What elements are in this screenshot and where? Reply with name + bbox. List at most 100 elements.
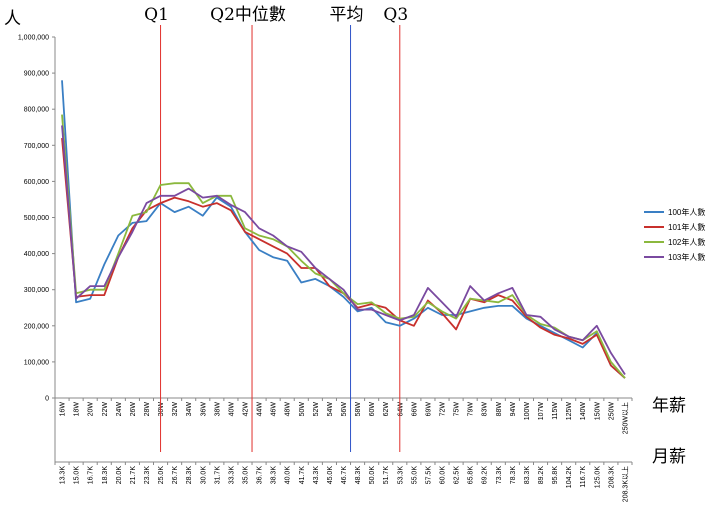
x-tick-label-monthly: 95.8K xyxy=(552,466,559,485)
x-tick-label-monthly: 104.2K xyxy=(566,466,573,489)
legend-label: 102年人數 xyxy=(668,237,705,247)
x-tick-label-monthly: 41.7K xyxy=(299,466,306,485)
y-tick-label: 200,000 xyxy=(24,323,49,330)
x-tick-label-monthly: 73.3K xyxy=(496,466,503,485)
x-tick-label-annual: 54W xyxy=(327,402,334,417)
x-tick-label-monthly: 46.7K xyxy=(341,466,348,485)
x-tick-label-annual: 79W xyxy=(468,402,475,417)
y-tick-label: 900,000 xyxy=(24,71,49,78)
y-tick-label: 1,000,000 xyxy=(18,35,49,42)
x-tick-label-monthly: 21.7K xyxy=(130,466,137,485)
x-tick-label-monthly: 55.0K xyxy=(411,466,418,485)
series-line xyxy=(61,125,626,375)
x-tick-label-monthly: 28.3K xyxy=(186,466,193,485)
y-tick-label: 800,000 xyxy=(24,107,49,114)
y-tick-label: 400,000 xyxy=(24,251,49,258)
x-tick-label-monthly: 65.8K xyxy=(468,466,475,485)
x-tick-label-monthly: 38.3K xyxy=(271,466,278,485)
x-tick-label-annual: 66W xyxy=(411,402,418,417)
x-tick-label-annual: 44W xyxy=(257,402,264,417)
y-tick-label: 500,000 xyxy=(24,215,49,222)
x-tick-label-annual: 18W xyxy=(74,402,81,417)
x-tick-label-monthly: 53.3K xyxy=(397,466,404,485)
x-tick-label-monthly: 36.7K xyxy=(257,466,264,485)
x-tick-label-annual: 20W xyxy=(88,402,95,417)
x-tick-label-annual: 125W xyxy=(566,402,573,421)
x-tick-label-annual: 42W xyxy=(242,402,249,417)
legend: 100年人數 101年人數 102年人數 103年人數 xyxy=(644,207,705,262)
x-tick-label-monthly: 13.3K xyxy=(60,466,67,485)
x-tick-label-monthly: 30.0K xyxy=(200,466,207,485)
x-tick-label-monthly: 57.5K xyxy=(425,466,432,485)
x-tick-label-annual: 36W xyxy=(200,402,207,417)
x-tick-label-monthly: 25.0K xyxy=(158,466,165,485)
x-tick-label-monthly: 69.2K xyxy=(482,466,489,485)
reference-label: Q2中位數 xyxy=(210,5,286,25)
x-tick-label-monthly: 51.7K xyxy=(383,466,390,485)
x-tick-label-monthly: 23.3K xyxy=(144,466,151,485)
x-tick-label-monthly: 35.0K xyxy=(242,466,249,485)
x-tick-label-monthly: 15.0K xyxy=(74,466,81,485)
x-tick-label-annual: 56W xyxy=(341,402,348,417)
x-tick-label-annual: 100W xyxy=(524,402,531,421)
y-tick-label: 600,000 xyxy=(24,179,49,186)
legend-label: 100年人數 xyxy=(668,207,705,217)
x-tick-label-annual: 52W xyxy=(313,402,320,417)
x-tick-label-annual: 250W xyxy=(608,402,615,421)
x-tick-label-annual: 150W xyxy=(594,402,601,421)
x-tick-label-monthly: 60.0K xyxy=(440,466,447,485)
x-tick-label-monthly: 125.0K xyxy=(594,466,601,489)
reference-lines: Q1 Q2中位數 平均 Q3 xyxy=(144,5,408,452)
x-tick-label-monthly: 78.3K xyxy=(510,466,517,485)
x-tick-label-monthly: 33.3K xyxy=(228,466,235,485)
x-tick-label-annual: 107W xyxy=(538,402,545,421)
x-tick-label-annual: 50W xyxy=(299,402,306,417)
x-tick-label-monthly: 116.7K xyxy=(580,466,587,488)
x-tick-label-annual: 48W xyxy=(285,402,292,417)
x-tick-label-monthly: 89.2K xyxy=(538,466,545,485)
x-tick-label-annual: 94W xyxy=(510,402,517,417)
y-tick-label: 0 xyxy=(45,396,49,403)
x-tick-label-annual: 69W xyxy=(425,402,432,417)
x-tick-label-annual: 26W xyxy=(130,402,137,417)
series-line xyxy=(61,138,626,379)
x-axis: 16W 18W 20W 22W 24W 26W 28W 30W 32W 34W 36W 38W 40W 4… xyxy=(54,397,633,502)
x-tick-label-monthly: 20.0K xyxy=(116,466,123,485)
x-tick-label-annual: 250W以上 xyxy=(620,402,629,434)
x-tick-label-annual: 88W xyxy=(496,402,503,417)
reference-label: 平均 xyxy=(330,5,364,25)
x-tick-label-annual: 140W xyxy=(580,402,587,421)
y-tick-label: 100,000 xyxy=(24,359,49,366)
reference-label: Q1 xyxy=(144,5,169,25)
reference-label: Q3 xyxy=(383,5,408,25)
x-tick-label-monthly: 45.0K xyxy=(327,466,334,485)
x-tick-label-annual: 30W xyxy=(158,402,165,417)
x-tick-label-annual: 46W xyxy=(271,402,278,417)
x-tick-label-monthly: 208.3K xyxy=(608,466,615,489)
x-tick-label-monthly: 48.3K xyxy=(355,466,362,485)
x-tick-label-annual: 24W xyxy=(116,402,123,417)
y-tick-label: 300,000 xyxy=(24,287,49,294)
x-tick-label-annual: 60W xyxy=(369,402,376,417)
x-tick-label-annual: 75W xyxy=(454,402,461,417)
x-tick-label-monthly: 16.7K xyxy=(88,466,95,485)
x-label-monthly: 月薪 xyxy=(652,447,686,467)
x-tick-label-monthly: 83.3K xyxy=(524,466,531,485)
y-axis: 0 100,000 200,000 300,000 400,000 500,000 600,… xyxy=(18,35,56,403)
x-tick-label-monthly: 50.0K xyxy=(369,466,376,485)
series-line xyxy=(61,114,626,379)
x-tick-label-monthly: 208.3K以上 xyxy=(620,466,629,502)
series-lines xyxy=(61,80,626,379)
x-tick-label-annual: 83W xyxy=(482,402,489,417)
x-label-annual: 年薪 xyxy=(652,396,686,416)
x-tick-label-annual: 64W xyxy=(397,402,404,417)
x-tick-label-annual: 72W xyxy=(440,402,447,417)
x-tick-label-monthly: 18.3K xyxy=(102,466,109,485)
x-tick-label-annual: 28W xyxy=(144,402,151,417)
legend-label: 103年人數 xyxy=(668,252,705,262)
x-tick-label-annual: 58W xyxy=(355,402,362,417)
x-tick-label-annual: 34W xyxy=(186,402,193,417)
y-unit-label: 人 xyxy=(4,9,21,29)
legend-label: 101年人數 xyxy=(668,222,705,232)
